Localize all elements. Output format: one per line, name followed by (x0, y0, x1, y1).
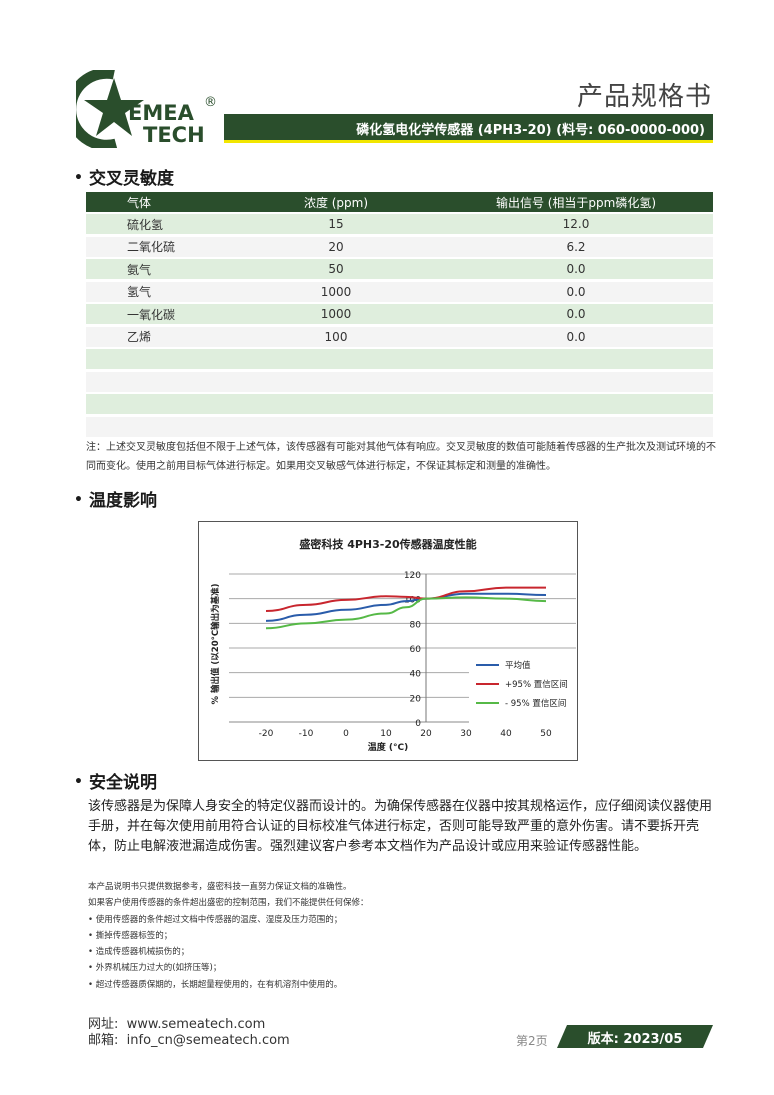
disclaimer-line: • 撕掉传感器标签的； (88, 930, 173, 941)
series-line (265, 586, 546, 612)
table-cell: 20 (328, 239, 344, 254)
y-axis-label: % 输出值 (以20°C输出为基准) (210, 583, 221, 704)
table-cell: 氨气 (127, 262, 152, 277)
table-cell: 氢气 (127, 285, 152, 299)
table-cell: 6.2 (566, 239, 586, 254)
x-tick-label: 40 (500, 729, 512, 739)
x-axis-label: 温度 (°C) (368, 741, 408, 753)
table-cell: 乙烯 (127, 330, 152, 344)
section-heading-cross-sensitivity: • 交叉灵敏度 (74, 169, 174, 189)
website-label: 网址: (88, 1017, 119, 1032)
table-cell: 0.0 (566, 307, 586, 321)
x-tick-label: 50 (540, 729, 552, 739)
disclaimer-line: 本产品说明书只提供数据参考，盛密科技一直努力保证文档的准确性。 (88, 882, 352, 892)
table-cell: 15 (328, 217, 344, 231)
legend-label: - 95% 置信区间 (505, 698, 566, 709)
email-link[interactable]: info_cn@semeatech.com (126, 1033, 290, 1048)
x-tick-label: 30 (460, 729, 472, 739)
contact-info: 网址: www.semeatech.com 邮箱: info_cn@semeat… (88, 1017, 290, 1049)
website-link[interactable]: www.semeatech.com (126, 1017, 266, 1032)
svg-text:®: ® (204, 95, 217, 110)
y-tick-label: 60 (410, 645, 422, 655)
table-cell: 100 (324, 329, 348, 344)
y-tick-label: 120 (404, 571, 421, 581)
svg-text:EMEA: EMEA (128, 101, 195, 125)
table-row: 一氧化碳 1000 0.0 (86, 304, 713, 324)
table-cell: 一氧化碳 (127, 307, 176, 322)
x-tick-label: 10 (380, 729, 392, 739)
table-cell: 0.0 (566, 262, 586, 276)
disclaimer-line: • 超过传感器质保期的，长期超量程使用的，在有机溶剂中使用的。 (88, 979, 343, 990)
y-tick-label: 0 (415, 719, 421, 729)
table-note: 注：上述交叉灵敏度包括但不限于上述气体，该传感器有可能对其他气体有响应。交叉灵敏… (86, 442, 716, 472)
disclaimer-line: • 造成传感器机械损伤的； (88, 947, 190, 958)
cross-sensitivity-table: 气体 浓度 (ppm) 输出信号 (相当于ppm磷化氢) 硫化氢 15 12.0 二氧化硫 2… (86, 192, 713, 439)
series-line (265, 596, 547, 630)
product-subtitle: 磷化氢电化学传感器 (4PH3-20) (料号: 060-0000-000) (356, 123, 705, 138)
table-cell: 0.0 (566, 329, 586, 344)
column-header: 气体 (127, 195, 152, 210)
table-row (86, 394, 713, 414)
disclaimer-line: • 外界机械压力过大的(如挤压等)； (88, 963, 222, 974)
x-tick-label: 0 (343, 729, 349, 739)
semeatech-logo-icon: EMEA TECH ® (65, 67, 217, 151)
legend-label: +95% 置信区间 (505, 679, 568, 690)
y-tick-label: 40 (410, 670, 422, 680)
version-text: 版本: 2023/05 (587, 1032, 683, 1047)
disclaimer-line: • 使用传感器的条件超过文档中传感器的温度、湿度及压力范围的； (88, 914, 343, 925)
table-cell: 1000 (320, 307, 352, 321)
logo: EMEA TECH ® (65, 67, 226, 151)
table-cell: 1000 (320, 284, 352, 299)
table-row: 氨气 50 0.0 (86, 259, 713, 279)
title-bar: 磷化氢电化学传感器 (4PH3-20) (料号: 060-0000-000) (224, 114, 713, 143)
table-cell: 12.0 (562, 217, 590, 231)
table-row: 硫化氢 15 12.0 (86, 214, 713, 234)
safety-text: 该传感器是为保障人身安全的特定仪器而设计的。为确保传感器在仪器中按其规格运作，应… (88, 799, 713, 854)
temperature-chart: 0 20 40 60 80 100 120 -20 -10 0 10 20 30 40 50 盛密科技 4PH… (198, 521, 578, 761)
table-row: 氢气 1000 0.0 (86, 281, 713, 302)
disclaimer-line: 如果客户使用传感器的条件超出盛密的控制范围，我们不能提供任何保修： (88, 898, 369, 909)
table-row (86, 416, 713, 437)
x-tick-label: -10 (299, 729, 314, 739)
table-row (86, 371, 713, 392)
column-header: 输出信号 (相当于ppm磷化氢) (495, 195, 657, 210)
chart-title: 盛密科技 4PH3-20传感器温度性能 (299, 537, 476, 551)
column-header: 浓度 (ppm) (303, 195, 369, 210)
table-row: 乙烯 100 0.0 (86, 326, 713, 347)
table-cell: 0.0 (566, 284, 586, 299)
table-cell: 二氧化硫 (127, 240, 176, 254)
section-heading-temperature: • 温度影响 (74, 491, 157, 511)
document-title: 产品规格书 (576, 82, 712, 112)
x-tick-label: 20 (420, 729, 432, 739)
table-cell: 50 (328, 262, 344, 276)
table-header: 气体 浓度 (ppm) 输出信号 (相当于ppm磷化氢) (86, 192, 713, 212)
email-label: 邮箱: (88, 1033, 119, 1048)
y-tick-label: 80 (410, 620, 422, 630)
section-heading-safety: • 安全说明 (74, 773, 157, 793)
page-number: 第2页 (516, 1034, 548, 1048)
version-badge: 版本: 2023/05 (557, 1025, 713, 1048)
svg-text:TECH: TECH (143, 123, 205, 147)
series-line (265, 592, 547, 622)
x-tick-label: -20 (259, 729, 274, 739)
table-row: 二氧化硫 20 6.2 (86, 236, 713, 257)
disclaimer: 本产品说明书只提供数据参考，盛密科技一直努力保证文档的准确性。 如果客户使用传感… (88, 879, 369, 993)
table-cell: 硫化氢 (127, 217, 164, 232)
table-row (86, 349, 713, 369)
legend-label: 平均值 (505, 660, 531, 671)
y-tick-label: 20 (410, 694, 422, 704)
